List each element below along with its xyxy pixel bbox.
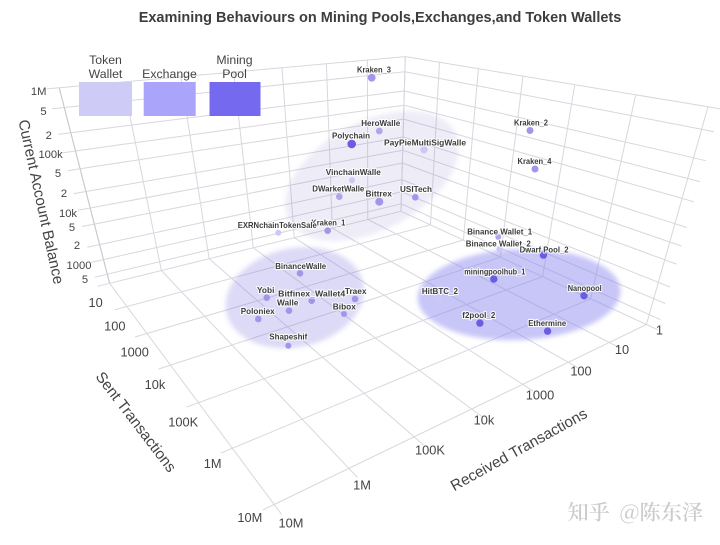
svg-text:Kraken_3: Kraken_3 [357,65,391,75]
svg-text:1000: 1000 [67,260,92,272]
svg-text:Poloniex: Poloniex [241,306,275,316]
svg-text:Examining Behaviours on Mining: Examining Behaviours on Mining Pools,Exc… [139,10,622,26]
svg-text:DWarketWalle: DWarketWalle [312,183,364,193]
svg-text:5: 5 [55,168,61,180]
svg-text:2: 2 [61,188,67,200]
svg-text:BinanceWalle: BinanceWalle [275,261,326,271]
svg-text:1: 1 [656,323,663,338]
svg-text:EXRNchainTokenSale: EXRNchainTokenSale [238,220,317,230]
svg-text:10k: 10k [59,208,77,220]
svg-text:HeroWalle: HeroWalle [361,118,400,128]
svg-text:Yobi: Yobi [257,285,274,295]
svg-text:1M: 1M [31,86,47,98]
svg-text:Token: Token [89,53,122,67]
svg-text:PayPieMultiSigWalle: PayPieMultiSigWalle [384,137,466,147]
svg-text:Dwarf Pool_2: Dwarf Pool_2 [520,245,569,255]
svg-text:miningpoolhub_1: miningpoolhub_1 [464,266,525,276]
svg-text:100K: 100K [168,414,198,429]
svg-text:Bittrex: Bittrex [366,188,393,198]
svg-text:100k: 100k [38,149,63,161]
svg-text:HitBTC_2: HitBTC_2 [422,286,458,296]
svg-text:VinchainWalle: VinchainWalle [326,167,381,177]
svg-text:5: 5 [40,106,46,118]
svg-text:5: 5 [82,274,88,286]
svg-text:2: 2 [74,240,80,252]
svg-text:Exchange: Exchange [142,67,197,81]
svg-text:10M: 10M [279,516,304,531]
svg-text:100K: 100K [415,443,445,458]
svg-text:Kraken_4: Kraken_4 [518,156,552,166]
svg-text:10k: 10k [145,377,166,392]
svg-text:Traex: Traex [345,286,367,296]
svg-text:Nanopool: Nanopool [568,283,602,293]
svg-text:Kraken_2: Kraken_2 [514,118,548,128]
svg-text:1000: 1000 [526,388,554,403]
svg-text:2: 2 [46,130,52,142]
svg-text:10k: 10k [474,413,495,428]
svg-text:Walle: Walle [277,298,299,308]
svg-text:1M: 1M [353,478,371,493]
svg-text:10: 10 [88,295,102,310]
svg-text:Shapeshif: Shapeshif [269,332,307,342]
svg-text:Wallet: Wallet [89,67,123,81]
svg-text:1000: 1000 [120,345,148,360]
svg-text:10M: 10M [237,510,262,525]
svg-text:Binance Wallet_1: Binance Wallet_1 [467,227,532,237]
svg-text:USITech: USITech [400,184,432,194]
svg-text:Polychain: Polychain [332,131,370,141]
svg-text:f2pool_2: f2pool_2 [462,310,495,320]
svg-text:Bibox: Bibox [333,302,356,312]
svg-text:Pool: Pool [222,67,247,81]
svg-text:Ethermine: Ethermine [528,318,566,328]
svg-text:100: 100 [570,364,591,379]
svg-text:100: 100 [104,319,125,334]
svg-text:10: 10 [615,342,629,357]
svg-text:Mining: Mining [216,53,252,67]
svg-text:1M: 1M [204,456,222,471]
svg-text:5: 5 [69,222,75,234]
